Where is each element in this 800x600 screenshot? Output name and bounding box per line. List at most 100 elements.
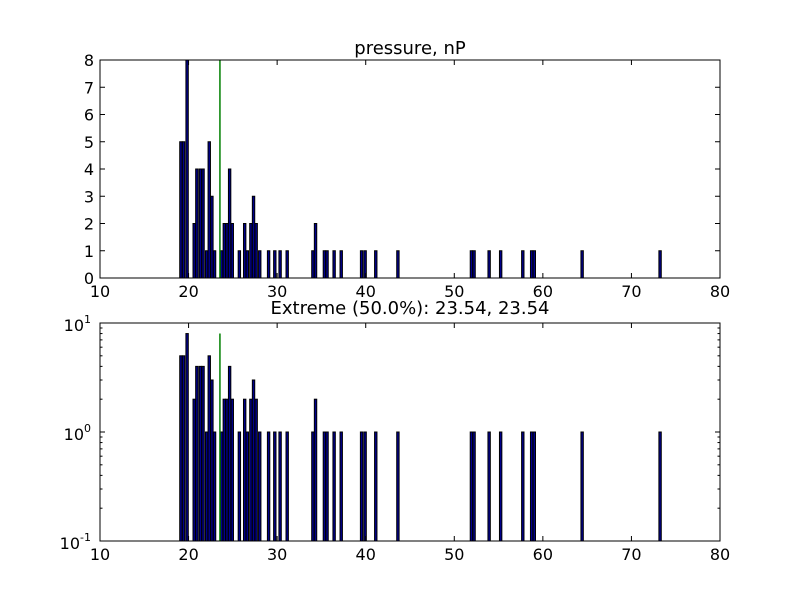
histogram-bar — [207, 355, 211, 542]
histogram-bar — [185, 59, 189, 279]
histogram-bar — [273, 250, 277, 279]
x-tick-label: 30 — [267, 545, 287, 564]
histogram-bar — [325, 250, 329, 279]
histogram-bar — [359, 250, 364, 279]
x-tick-label: 30 — [267, 282, 287, 301]
histogram-bar — [339, 431, 343, 542]
x-tick-label: 50 — [444, 282, 464, 301]
histogram-bar — [181, 141, 186, 279]
x-tick-label: 10 — [90, 545, 110, 564]
histogram-bar — [249, 223, 253, 279]
x-tick-label: 50 — [444, 545, 464, 564]
histogram-bar — [207, 141, 211, 279]
histogram-panel-linear: pressure, nP 10 20 30 40 50 60 70 80 0 1 2 3 4 5 6 7 8 — [84, 38, 730, 301]
histogram-bar — [498, 431, 503, 542]
histogram-bar — [529, 431, 534, 542]
x-tick-label: 40 — [356, 545, 376, 564]
histogram-bar — [332, 431, 336, 542]
histogram-bar — [192, 398, 196, 542]
histogram-bar — [311, 431, 315, 542]
y-tick-label: 5 — [84, 133, 94, 152]
histogram-bar — [245, 250, 250, 279]
histogram-bar — [580, 250, 584, 279]
histogram-bar — [469, 250, 474, 279]
histogram-bar — [332, 250, 336, 279]
x-tick-label: 80 — [710, 282, 730, 301]
histogram-bar — [266, 250, 271, 279]
histogram-bar — [472, 250, 476, 279]
y-tick-label: 3 — [84, 187, 94, 206]
histogram-bar — [529, 250, 534, 279]
histogram-bar — [210, 195, 214, 279]
histogram-bar — [227, 365, 232, 542]
histogram-bar — [201, 168, 205, 279]
histogram-bar — [230, 398, 234, 542]
histogram-bar — [658, 250, 662, 279]
histogram-bar — [237, 431, 242, 542]
x-tick-label: 60 — [533, 282, 553, 301]
histogram-bar — [210, 379, 214, 542]
histogram-bar — [192, 223, 196, 279]
histogram-bar — [266, 431, 271, 542]
histogram-bar — [212, 250, 217, 279]
histogram-bar — [521, 431, 525, 542]
histogram-bar — [201, 365, 205, 542]
histogram-bar — [237, 250, 242, 279]
histogram-bar — [469, 431, 474, 542]
histogram-bar — [198, 168, 203, 279]
histogram-bar — [580, 431, 584, 542]
histogram-bar — [225, 398, 229, 542]
histogram-bar — [227, 168, 232, 279]
histogram-bar — [225, 223, 229, 279]
histogram-bar — [487, 250, 491, 279]
histogram-bar — [374, 431, 378, 542]
histogram-panel-log: Extreme (50.0%): 23.54, 23.54 10 20 30 40 50… — [60, 298, 731, 564]
histogram-bar — [322, 250, 327, 279]
histogram-bar — [339, 250, 343, 279]
histogram-bar — [204, 250, 209, 279]
y-tick-label: 2 — [84, 215, 94, 234]
histogram-bar — [363, 431, 367, 542]
y-tick-label: 8 — [84, 51, 94, 70]
x-tick-label: 60 — [533, 545, 553, 564]
histogram-bar — [249, 398, 253, 542]
histogram-bar — [204, 431, 209, 542]
histogram-bar — [179, 355, 183, 542]
histogram-bar — [359, 431, 364, 542]
histogram-bar — [181, 355, 186, 542]
histogram-bar — [242, 223, 247, 279]
histogram-bar — [258, 250, 262, 279]
histogram-bar — [487, 431, 491, 542]
histogram-bar — [532, 250, 536, 279]
histogram-bar — [498, 250, 503, 279]
y-tick-label: 101 — [64, 313, 91, 335]
histogram-bar — [251, 195, 256, 279]
histogram-bar — [532, 431, 536, 542]
y-tick-label: 0 — [84, 269, 94, 288]
x-tick-label: 80 — [710, 545, 730, 564]
histogram-bar — [472, 431, 476, 542]
bars — [179, 333, 662, 542]
x-tick-label: 20 — [178, 545, 198, 564]
y-tick-label: 100 — [64, 422, 91, 444]
chart-title: pressure, nP — [354, 38, 466, 59]
histogram-bar — [285, 431, 289, 542]
histogram-bar — [396, 250, 400, 279]
histogram-bar — [242, 398, 247, 542]
x-tick-label: 20 — [178, 282, 198, 301]
histogram-bar — [245, 431, 250, 542]
histogram-bar — [313, 223, 318, 279]
histogram-bar — [273, 431, 277, 542]
histogram-bar — [258, 431, 262, 542]
y-tick-label: 6 — [84, 106, 94, 125]
histogram-bar — [222, 223, 227, 279]
histogram-bar — [311, 250, 315, 279]
histogram-bar — [230, 223, 234, 279]
histogram-bar — [251, 379, 256, 542]
histogram-bar — [195, 168, 199, 279]
histogram-bar — [254, 223, 258, 279]
histogram-bar — [185, 333, 189, 542]
histogram-bar — [212, 431, 217, 542]
